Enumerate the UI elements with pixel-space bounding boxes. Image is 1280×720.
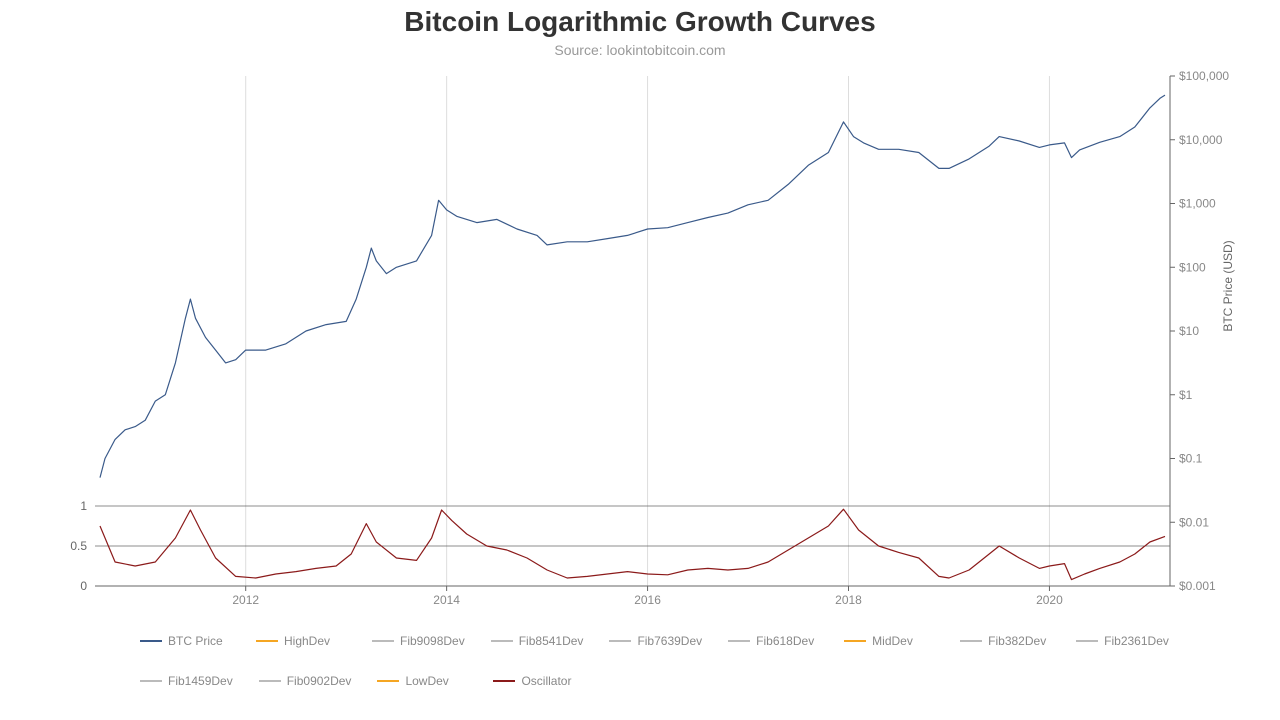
svg-text:1: 1	[80, 499, 87, 513]
legend-swatch	[256, 640, 278, 642]
chart-area: 2012 2014 2016 2018 2020 $0.001 $0.01 $0.1 $1 $10…	[40, 66, 1240, 626]
legend-item: Fib8541Dev	[491, 634, 584, 648]
legend-label: Fib0902Dev	[287, 674, 352, 688]
legend-swatch	[609, 640, 631, 642]
legend-swatch	[960, 640, 982, 642]
legend-swatch	[140, 640, 162, 642]
svg-text:$10: $10	[1179, 324, 1199, 338]
legend-label: Fib2361Dev	[1104, 634, 1169, 648]
legend-item: MidDev	[844, 634, 934, 648]
legend-item: LowDev	[377, 674, 467, 688]
legend-swatch	[1076, 640, 1098, 642]
legend-swatch	[728, 640, 750, 642]
legend-label: Oscillator	[521, 674, 571, 688]
svg-text:$0.001: $0.001	[1179, 579, 1216, 593]
legend-item: Fib1459Dev	[140, 674, 233, 688]
legend-item: Oscillator	[493, 674, 583, 688]
svg-text:$100: $100	[1179, 260, 1206, 274]
svg-text:2012: 2012	[232, 593, 259, 607]
svg-text:2020: 2020	[1036, 593, 1063, 607]
svg-text:2016: 2016	[634, 593, 661, 607]
svg-text:$0.01: $0.01	[1179, 515, 1209, 529]
legend-swatch	[372, 640, 394, 642]
chart-subtitle: Source: lookintobitcoin.com	[0, 42, 1280, 58]
legend-label: Fib618Dev	[756, 634, 814, 648]
svg-text:0: 0	[80, 579, 87, 593]
svg-text:$100,000: $100,000	[1179, 69, 1229, 83]
svg-text:$10,000: $10,000	[1179, 133, 1223, 147]
svg-text:$1,000: $1,000	[1179, 197, 1216, 211]
legend-label: Fib9098Dev	[400, 634, 465, 648]
legend-item: Fib2361Dev	[1076, 634, 1169, 648]
legend-swatch	[844, 640, 866, 642]
chart-svg: 2012 2014 2016 2018 2020 $0.001 $0.01 $0.1 $1 $10…	[40, 66, 1240, 626]
legend-label: Fib1459Dev	[168, 674, 233, 688]
legend-label: LowDev	[405, 674, 448, 688]
legend-item: Fib9098Dev	[372, 634, 465, 648]
legend-item: Fib618Dev	[728, 634, 818, 648]
legend-label: Fib8541Dev	[519, 634, 584, 648]
legend-item: HighDev	[256, 634, 346, 648]
svg-text:BTC Price (USD): BTC Price (USD)	[1221, 240, 1235, 331]
legend-label: Fib7639Dev	[637, 634, 702, 648]
svg-text:0.5: 0.5	[70, 539, 87, 553]
legend-swatch	[493, 680, 515, 682]
svg-text:$0.1: $0.1	[1179, 452, 1203, 466]
svg-text:2018: 2018	[835, 593, 862, 607]
svg-text:2014: 2014	[433, 593, 460, 607]
legend-label: HighDev	[284, 634, 330, 648]
legend: BTC Price HighDev Fib9098Dev Fib8541Dev Fib7…	[40, 634, 1240, 688]
legend-label: BTC Price	[168, 634, 223, 648]
legend-swatch	[377, 680, 399, 682]
legend-swatch	[491, 640, 513, 642]
legend-label: MidDev	[872, 634, 913, 648]
legend-swatch	[259, 680, 281, 682]
chart-title: Bitcoin Logarithmic Growth Curves	[0, 6, 1280, 38]
legend-item: Fib7639Dev	[609, 634, 702, 648]
legend-item: Fib0902Dev	[259, 674, 352, 688]
svg-text:$1: $1	[1179, 388, 1193, 402]
legend-item: BTC Price	[140, 634, 230, 648]
legend-swatch	[140, 680, 162, 682]
legend-label: Fib382Dev	[988, 634, 1046, 648]
legend-item: Fib382Dev	[960, 634, 1050, 648]
